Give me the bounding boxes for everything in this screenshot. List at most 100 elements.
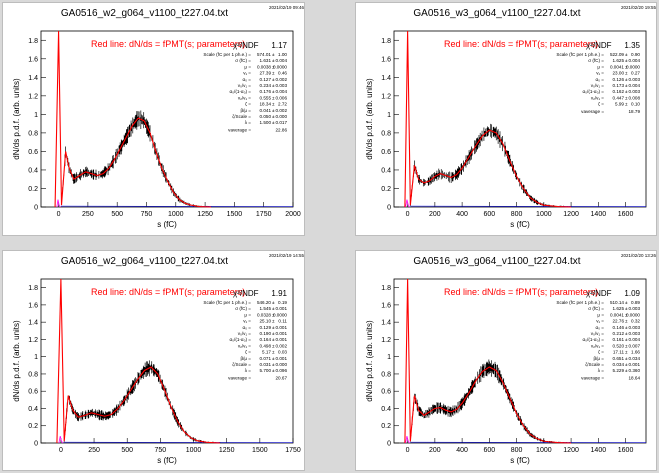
stat-label: σ (fC) = bbox=[588, 306, 604, 311]
stat-label: μ = bbox=[244, 312, 251, 317]
y-axis-label: dN/ds p.d.f. (arb. units) bbox=[12, 78, 21, 160]
y-tick-label: 0.8 bbox=[28, 130, 38, 137]
stat-label: α₀ = bbox=[595, 325, 604, 330]
stat-value: 522.09 bbox=[610, 52, 624, 57]
red-line-legend: Red line: dN/ds = fPMT(s; parameters) bbox=[444, 287, 598, 297]
stat-value: 0.041 bbox=[260, 108, 272, 113]
stat-error: 0.001 bbox=[276, 306, 288, 311]
stat-value: 0.071 bbox=[260, 356, 272, 361]
fit-curve bbox=[404, 278, 572, 444]
stat-pm: ± bbox=[272, 331, 275, 336]
stat-pm: ± bbox=[625, 306, 628, 311]
y-tick-label: 0 bbox=[34, 205, 38, 212]
stat-error: 2.72 bbox=[278, 102, 287, 107]
stat-label: v₂/v₁ = bbox=[591, 343, 604, 348]
stat-label: Scale (fC per 1 ph.e.) = bbox=[203, 52, 251, 57]
x-tick-label: 1750 bbox=[256, 211, 272, 218]
stat-error: 0.11 bbox=[278, 319, 287, 324]
stat-label: v₂/v₁ = bbox=[238, 95, 251, 100]
y-tick-label: 1.4 bbox=[381, 320, 391, 327]
y-tick-label: 0 bbox=[387, 205, 391, 212]
stat-label: Scale (fC per 1 ph.e.) = bbox=[556, 300, 604, 305]
stat-value: 0.176 bbox=[260, 89, 272, 94]
panel-top-right: GA0516_w3_g064_v1100_t227.04.txt 2021/02/… bbox=[355, 2, 657, 236]
stat-error: 0.001 bbox=[629, 362, 641, 367]
stat-label: β/μ = bbox=[593, 356, 604, 361]
fit-curve bbox=[404, 30, 572, 208]
stat-label: ζ = bbox=[245, 350, 251, 356]
stat-value: 5.99 bbox=[615, 102, 624, 107]
stat-label: λ = bbox=[245, 368, 252, 373]
x-tick-label: 0 bbox=[57, 211, 61, 218]
chi2-value: 1.91 bbox=[271, 289, 287, 298]
stat-value: 0.498 bbox=[260, 343, 272, 348]
y-axis-label: dN/ds p.d.f. (arb. units) bbox=[12, 320, 21, 402]
y-tick-label: 0.2 bbox=[28, 423, 38, 430]
panel-title: GA0516_w3_g064_v1100_t227.04.txt bbox=[413, 8, 580, 19]
x-tick-label: 1500 bbox=[252, 447, 268, 454]
y-tick-label: 1.8 bbox=[381, 285, 391, 292]
stat-value: 0.161 bbox=[613, 337, 625, 342]
stat-error: 1.00 bbox=[278, 52, 287, 57]
vaverage-label: vaverage = bbox=[581, 375, 604, 380]
stat-value: 23.00 bbox=[613, 71, 625, 76]
stat-pm: ± bbox=[272, 108, 275, 113]
stat-pm: ± bbox=[625, 350, 628, 355]
chi2-value: 1.35 bbox=[624, 41, 640, 50]
x-tick-label: 1000 bbox=[168, 211, 184, 218]
stat-pm: ± bbox=[272, 102, 275, 107]
y-axis-label: dN/ds p.d.f. (arb. units) bbox=[365, 320, 374, 402]
stat-error: 0.0000 bbox=[626, 312, 640, 317]
stat-error: 0.360 bbox=[629, 368, 641, 373]
y-tick-label: 1.2 bbox=[381, 337, 391, 344]
stat-pm: ± bbox=[272, 64, 275, 69]
stat-error: 0.001 bbox=[276, 325, 288, 330]
stat-pm: ± bbox=[272, 95, 275, 100]
x-axis-label: s (fC) bbox=[157, 220, 177, 229]
y-tick-label: 0.8 bbox=[28, 371, 38, 378]
vaverage-value: 20.67 bbox=[276, 375, 288, 380]
stat-pm: ± bbox=[272, 319, 275, 324]
y-tick-label: 1 bbox=[34, 354, 38, 361]
stat-label: v₀/v₁ = bbox=[591, 83, 605, 88]
stat-error: 0.008 bbox=[629, 95, 641, 100]
stat-value: 0.034 bbox=[613, 362, 625, 367]
y-tick-label: 1.6 bbox=[381, 302, 391, 309]
x-tick-label: 600 bbox=[484, 211, 496, 218]
stat-error: 0.007 bbox=[629, 343, 641, 348]
stat-value: 0.129 bbox=[260, 325, 272, 330]
stat-error: 0.0000 bbox=[273, 312, 287, 317]
chart-top-left: GA0516_w2_g064_v1100_t227.04.txt 2021/02/… bbox=[12, 5, 304, 229]
y-tick-label: 1.6 bbox=[381, 56, 391, 63]
stat-error: 1.66 bbox=[631, 350, 640, 355]
panel-title: GA0516_w2_g064_v1100_t227.04.txt bbox=[61, 8, 228, 19]
stat-value: 5.700 bbox=[260, 368, 272, 373]
stat-pm: ± bbox=[625, 312, 628, 317]
stat-error: 0.017 bbox=[276, 120, 288, 125]
plot-frame bbox=[40, 30, 294, 208]
stat-error: 0.19 bbox=[278, 300, 287, 305]
stat-value: 22.76 bbox=[613, 319, 625, 324]
stat-label: ζ = bbox=[598, 102, 604, 108]
vaverage-value: 22.86 bbox=[276, 127, 288, 132]
stat-error: 0.002 bbox=[276, 77, 288, 82]
stat-pm: ± bbox=[625, 337, 628, 342]
chi2-value: 1.17 bbox=[271, 41, 287, 50]
stat-pm: ± bbox=[625, 58, 628, 63]
stat-pm: ± bbox=[272, 368, 275, 373]
y-tick-label: 0 bbox=[387, 441, 391, 448]
stat-pm: ± bbox=[625, 64, 628, 69]
plot-frame bbox=[393, 278, 647, 444]
stat-label: v₁ = bbox=[243, 71, 251, 76]
y-tick-label: 1.6 bbox=[28, 302, 38, 309]
stat-error: 0.004 bbox=[629, 337, 641, 342]
stat-error: 0.034 bbox=[629, 356, 641, 361]
stat-value: 1.631 bbox=[260, 58, 272, 63]
x-tick-label: 1200 bbox=[563, 211, 579, 218]
y-tick-label: 1.2 bbox=[28, 93, 38, 100]
y-tick-label: 1.4 bbox=[28, 320, 38, 327]
red-line-legend: Red line: dN/ds = fPMT(s; parameters) bbox=[444, 39, 598, 49]
x-tick-label: 500 bbox=[121, 447, 133, 454]
stat-label: σ (fC) = bbox=[588, 58, 604, 63]
y-tick-label: 0.8 bbox=[381, 130, 391, 137]
